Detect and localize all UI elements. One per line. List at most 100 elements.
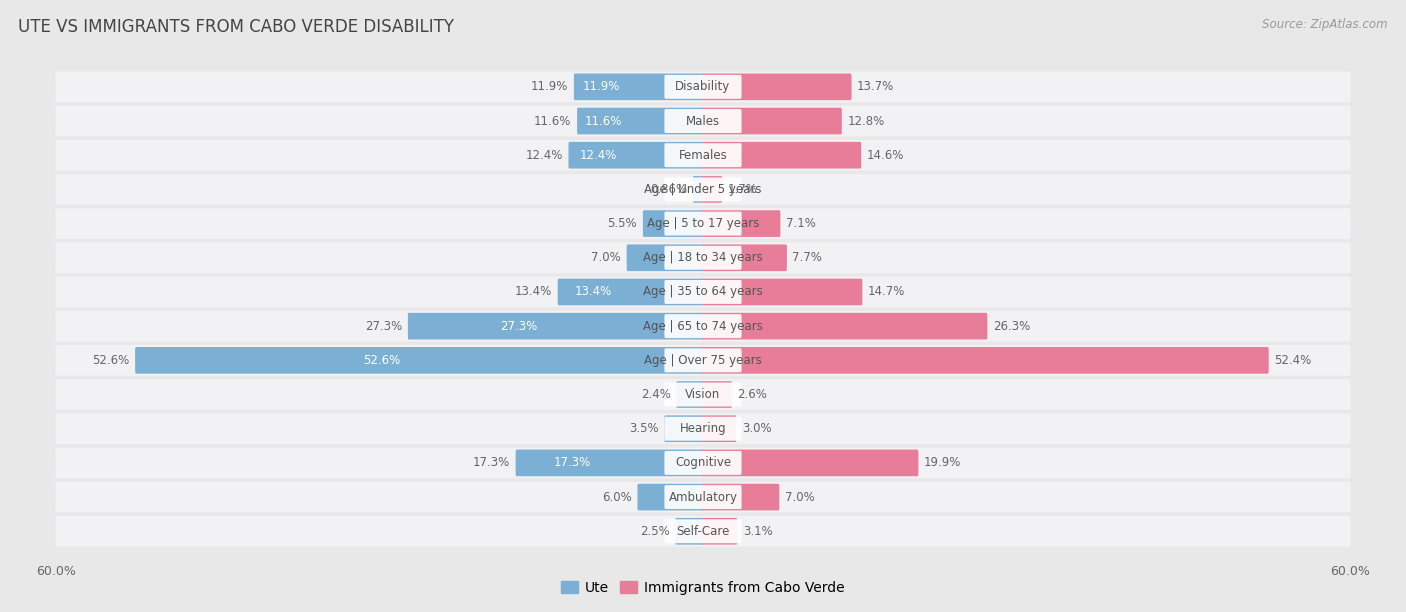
Text: 27.3%: 27.3% bbox=[499, 319, 537, 333]
Text: 13.7%: 13.7% bbox=[858, 80, 894, 94]
Text: 13.4%: 13.4% bbox=[575, 285, 612, 299]
FancyBboxPatch shape bbox=[56, 174, 1350, 205]
FancyBboxPatch shape bbox=[665, 212, 741, 236]
FancyBboxPatch shape bbox=[702, 278, 862, 305]
Text: 52.4%: 52.4% bbox=[1274, 354, 1312, 367]
FancyBboxPatch shape bbox=[702, 142, 862, 168]
FancyBboxPatch shape bbox=[665, 143, 741, 167]
FancyBboxPatch shape bbox=[558, 278, 704, 305]
FancyBboxPatch shape bbox=[56, 72, 1350, 102]
FancyBboxPatch shape bbox=[702, 347, 1268, 374]
Text: Vision: Vision bbox=[685, 388, 721, 401]
FancyBboxPatch shape bbox=[665, 520, 741, 543]
FancyBboxPatch shape bbox=[56, 140, 1350, 171]
FancyBboxPatch shape bbox=[665, 451, 741, 475]
FancyBboxPatch shape bbox=[665, 382, 741, 406]
Text: 5.5%: 5.5% bbox=[607, 217, 637, 230]
FancyBboxPatch shape bbox=[516, 450, 704, 476]
Text: 12.4%: 12.4% bbox=[579, 149, 617, 162]
Text: Age | 35 to 64 years: Age | 35 to 64 years bbox=[643, 285, 763, 299]
FancyBboxPatch shape bbox=[56, 447, 1350, 479]
FancyBboxPatch shape bbox=[56, 106, 1350, 136]
FancyBboxPatch shape bbox=[676, 381, 704, 408]
Text: 7.0%: 7.0% bbox=[785, 491, 814, 504]
Text: 2.5%: 2.5% bbox=[640, 524, 669, 538]
Text: 52.6%: 52.6% bbox=[93, 354, 129, 367]
FancyBboxPatch shape bbox=[702, 211, 780, 237]
Text: 11.9%: 11.9% bbox=[582, 80, 620, 94]
FancyBboxPatch shape bbox=[568, 142, 704, 168]
Text: 26.3%: 26.3% bbox=[993, 319, 1031, 333]
Text: 7.7%: 7.7% bbox=[793, 252, 823, 264]
FancyBboxPatch shape bbox=[665, 246, 741, 270]
FancyBboxPatch shape bbox=[627, 244, 704, 271]
Text: Age | 65 to 74 years: Age | 65 to 74 years bbox=[643, 319, 763, 333]
Text: 1.7%: 1.7% bbox=[728, 183, 758, 196]
Text: UTE VS IMMIGRANTS FROM CABO VERDE DISABILITY: UTE VS IMMIGRANTS FROM CABO VERDE DISABI… bbox=[18, 18, 454, 36]
FancyBboxPatch shape bbox=[665, 417, 741, 441]
FancyBboxPatch shape bbox=[56, 482, 1350, 512]
Text: 3.5%: 3.5% bbox=[628, 422, 659, 435]
Text: Males: Males bbox=[686, 114, 720, 127]
FancyBboxPatch shape bbox=[665, 485, 741, 509]
FancyBboxPatch shape bbox=[702, 244, 787, 271]
Text: 2.4%: 2.4% bbox=[641, 388, 671, 401]
FancyBboxPatch shape bbox=[665, 280, 741, 304]
FancyBboxPatch shape bbox=[56, 413, 1350, 444]
Text: Age | Under 5 years: Age | Under 5 years bbox=[644, 183, 762, 196]
FancyBboxPatch shape bbox=[56, 345, 1350, 376]
FancyBboxPatch shape bbox=[665, 109, 741, 133]
FancyBboxPatch shape bbox=[643, 211, 704, 237]
FancyBboxPatch shape bbox=[56, 516, 1350, 547]
Text: Self-Care: Self-Care bbox=[676, 524, 730, 538]
Text: Age | 18 to 34 years: Age | 18 to 34 years bbox=[643, 252, 763, 264]
FancyBboxPatch shape bbox=[702, 176, 723, 203]
FancyBboxPatch shape bbox=[576, 108, 704, 135]
FancyBboxPatch shape bbox=[574, 73, 704, 100]
Text: 12.8%: 12.8% bbox=[848, 114, 884, 127]
Text: 27.3%: 27.3% bbox=[366, 319, 402, 333]
Text: Females: Females bbox=[679, 149, 727, 162]
Text: 17.3%: 17.3% bbox=[554, 457, 591, 469]
Text: Disability: Disability bbox=[675, 80, 731, 94]
FancyBboxPatch shape bbox=[408, 313, 704, 340]
Text: Hearing: Hearing bbox=[679, 422, 727, 435]
FancyBboxPatch shape bbox=[702, 73, 852, 100]
Text: Age | Over 75 years: Age | Over 75 years bbox=[644, 354, 762, 367]
FancyBboxPatch shape bbox=[702, 416, 737, 442]
FancyBboxPatch shape bbox=[665, 177, 741, 201]
FancyBboxPatch shape bbox=[702, 518, 737, 545]
Text: 6.0%: 6.0% bbox=[602, 491, 631, 504]
FancyBboxPatch shape bbox=[665, 348, 741, 372]
Text: 17.3%: 17.3% bbox=[472, 457, 510, 469]
Text: 11.6%: 11.6% bbox=[585, 114, 621, 127]
FancyBboxPatch shape bbox=[675, 518, 704, 545]
FancyBboxPatch shape bbox=[665, 416, 704, 442]
FancyBboxPatch shape bbox=[56, 277, 1350, 307]
FancyBboxPatch shape bbox=[702, 108, 842, 135]
Text: 7.1%: 7.1% bbox=[786, 217, 815, 230]
FancyBboxPatch shape bbox=[702, 483, 779, 510]
FancyBboxPatch shape bbox=[56, 311, 1350, 341]
FancyBboxPatch shape bbox=[56, 242, 1350, 273]
FancyBboxPatch shape bbox=[702, 313, 987, 340]
Text: Source: ZipAtlas.com: Source: ZipAtlas.com bbox=[1263, 18, 1388, 31]
Text: 14.7%: 14.7% bbox=[868, 285, 905, 299]
Text: 3.0%: 3.0% bbox=[742, 422, 772, 435]
FancyBboxPatch shape bbox=[135, 347, 704, 374]
Text: Age | 5 to 17 years: Age | 5 to 17 years bbox=[647, 217, 759, 230]
Text: 12.4%: 12.4% bbox=[526, 149, 562, 162]
FancyBboxPatch shape bbox=[702, 381, 733, 408]
Text: 13.4%: 13.4% bbox=[515, 285, 553, 299]
FancyBboxPatch shape bbox=[702, 450, 918, 476]
Text: 2.6%: 2.6% bbox=[738, 388, 768, 401]
FancyBboxPatch shape bbox=[665, 75, 741, 99]
Text: 19.9%: 19.9% bbox=[924, 457, 962, 469]
FancyBboxPatch shape bbox=[56, 379, 1350, 410]
Text: 52.6%: 52.6% bbox=[363, 354, 401, 367]
Text: 7.0%: 7.0% bbox=[592, 252, 621, 264]
Text: 11.9%: 11.9% bbox=[531, 80, 568, 94]
Text: 0.86%: 0.86% bbox=[650, 183, 688, 196]
Text: 3.1%: 3.1% bbox=[742, 524, 773, 538]
Text: 11.6%: 11.6% bbox=[534, 114, 571, 127]
